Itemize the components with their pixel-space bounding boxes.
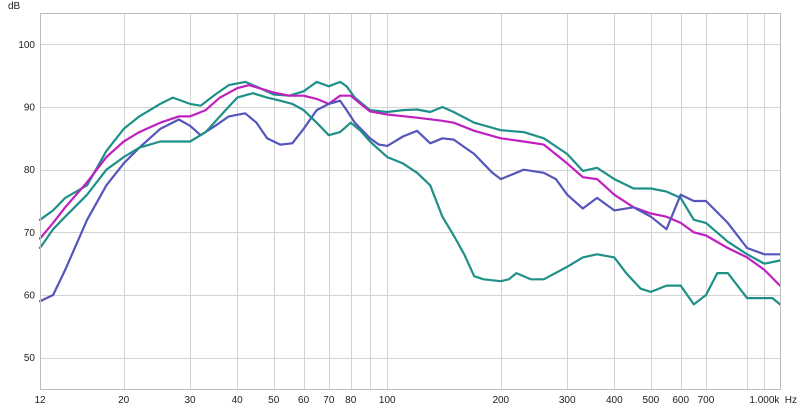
y-tick-label: 80: [24, 165, 36, 176]
x-tick-label: 500: [643, 395, 660, 406]
y-tick-label: 100: [18, 40, 35, 51]
series-line-1: [38, 80, 782, 265]
series-line-4: [38, 92, 782, 306]
x-tick-label: 20: [118, 395, 130, 406]
x-tick-label: 50: [268, 395, 280, 406]
x-tick-label: 200: [492, 395, 509, 406]
plot-frame: [40, 13, 781, 390]
x-tick-label: 1.000k: [749, 395, 780, 406]
y-tick-label: 90: [24, 103, 36, 114]
series-line-3: [38, 99, 782, 303]
y-axis-unit-label: dB: [8, 1, 21, 12]
x-tick-label: 100: [379, 395, 396, 406]
y-tick-label: 60: [24, 291, 36, 302]
x-tick-label: 400: [606, 395, 623, 406]
x-tick-label: 12: [34, 395, 46, 406]
series-layer: [38, 80, 782, 306]
x-tick-label: 60: [298, 395, 310, 406]
x-tick-label: 300: [559, 395, 576, 406]
x-tick-label: 40: [232, 395, 244, 406]
x-tick-label: 80: [345, 395, 357, 406]
series-line-2: [38, 84, 782, 287]
x-tick-label: 30: [185, 395, 197, 406]
x-axis-unit-label: Hz: [785, 395, 797, 406]
x-tick-label: 70: [323, 395, 335, 406]
y-tick-label: 50: [24, 353, 36, 364]
y-tick-label: 70: [24, 228, 36, 239]
x-tick-label: 700: [698, 395, 715, 406]
x-tick-label: 600: [672, 395, 689, 406]
tick-layer: 12 20 30 40 50 60 70 80 100 200 300 400 500 600 700 1.0…: [18, 40, 780, 406]
